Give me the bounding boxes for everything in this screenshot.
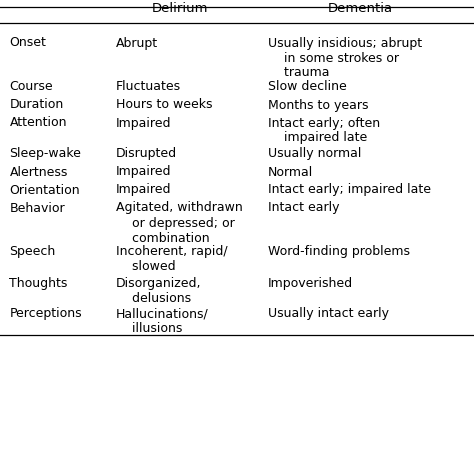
Text: Normal: Normal	[268, 166, 313, 178]
Text: Agitated, withdrawn
    or depressed; or
    combination: Agitated, withdrawn or depressed; or com…	[116, 202, 243, 244]
Text: Impaired: Impaired	[116, 183, 172, 197]
Text: Impoverished: Impoverished	[268, 277, 353, 289]
Text: Usually insidious; abrupt
    in some strokes or
    trauma: Usually insidious; abrupt in some stroke…	[268, 36, 422, 80]
Text: Dementia: Dementia	[328, 2, 393, 15]
Text: Disorganized,
    delusions: Disorganized, delusions	[116, 277, 201, 304]
Text: Intact early: Intact early	[268, 202, 339, 214]
Text: Impaired: Impaired	[116, 166, 172, 178]
Text: Intact early; impaired late: Intact early; impaired late	[268, 183, 431, 197]
Text: Usually intact early: Usually intact early	[268, 308, 389, 320]
Text: Course: Course	[9, 81, 53, 93]
Text: Attention: Attention	[9, 116, 67, 130]
Text: Hallucinations/
    illusions: Hallucinations/ illusions	[116, 308, 209, 335]
Text: Orientation: Orientation	[9, 183, 80, 197]
Text: Fluctuates: Fluctuates	[116, 81, 181, 93]
Text: Onset: Onset	[9, 36, 46, 50]
Text: Intact early; often
    impaired late: Intact early; often impaired late	[268, 116, 380, 145]
Text: Thoughts: Thoughts	[9, 277, 68, 289]
Text: Disrupted: Disrupted	[116, 147, 177, 161]
Text: Word-finding problems: Word-finding problems	[268, 246, 410, 258]
Text: Incoherent, rapid/
    slowed: Incoherent, rapid/ slowed	[116, 246, 228, 273]
Text: Impaired: Impaired	[116, 116, 172, 130]
Text: Slow decline: Slow decline	[268, 81, 346, 93]
Text: Duration: Duration	[9, 98, 64, 111]
Text: Speech: Speech	[9, 246, 56, 258]
Text: Sleep-wake: Sleep-wake	[9, 147, 82, 161]
Text: Months to years: Months to years	[268, 98, 368, 111]
Text: Abrupt: Abrupt	[116, 36, 158, 50]
Text: Hours to weeks: Hours to weeks	[116, 98, 213, 111]
Text: Delirium: Delirium	[152, 2, 209, 15]
Text: Perceptions: Perceptions	[9, 308, 82, 320]
Text: Usually normal: Usually normal	[268, 147, 361, 161]
Text: Behavior: Behavior	[9, 202, 65, 214]
Text: Alertness: Alertness	[9, 166, 68, 178]
